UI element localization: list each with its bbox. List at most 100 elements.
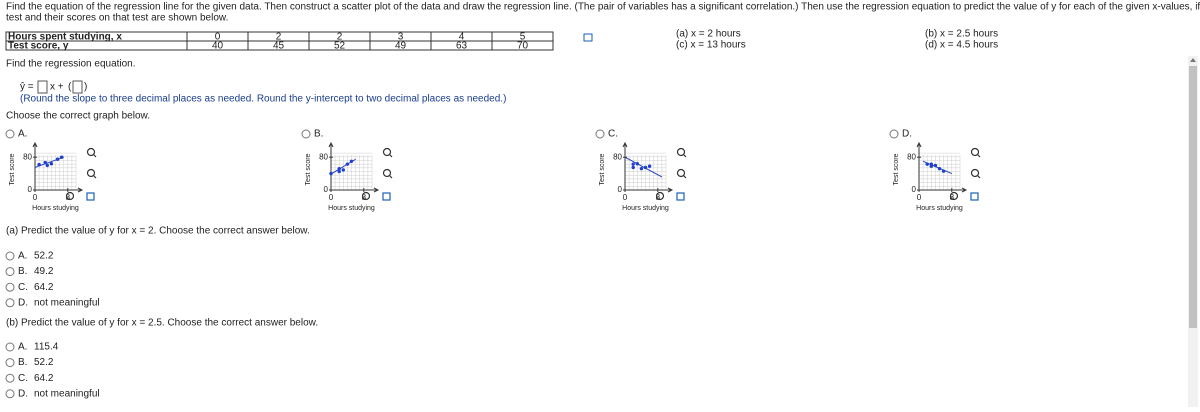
intercept-input[interactable] — [72, 80, 83, 94]
table-cell: 52 — [334, 41, 346, 52]
expand-graph[interactable] — [970, 192, 979, 201]
scatter-point — [341, 168, 345, 172]
y-tick-label: 0 — [912, 185, 917, 194]
option-letter: B. — [18, 266, 27, 277]
y-axis — [328, 141, 334, 190]
option-letter: D. — [18, 388, 28, 399]
scatter-point — [337, 169, 341, 174]
option-letter: A. — [18, 129, 27, 140]
radio[interactable] — [5, 389, 15, 399]
scatter-point — [345, 162, 350, 166]
radio[interactable] — [5, 358, 15, 368]
table-header-cell: Test score, y — [8, 41, 69, 52]
scatter-point — [43, 160, 47, 165]
zoom-in[interactable] — [86, 147, 96, 157]
y-tick-label: 0 — [618, 185, 623, 194]
option-text: 49.2 — [34, 266, 54, 277]
table-cell: 2 — [276, 32, 282, 43]
scatter-point — [639, 166, 644, 171]
option-letter: D. — [902, 129, 912, 140]
x-axis-label: Hours studying — [328, 205, 375, 212]
y-tick-label: 80 — [319, 152, 328, 161]
zoom-out[interactable] — [970, 168, 980, 178]
scatter-point — [37, 162, 41, 167]
predict-item: (c) x = 13 hours — [676, 40, 746, 51]
zoom-reset[interactable] — [65, 191, 75, 201]
scatter-point — [635, 162, 639, 166]
radio[interactable] — [5, 373, 15, 383]
zoom-out[interactable] — [382, 168, 392, 178]
zoom-in-handle — [389, 154, 393, 158]
table-cell: 4 — [459, 32, 465, 43]
y-axis-label: Test score — [305, 153, 312, 185]
x-tick-label: 8 — [656, 193, 661, 202]
zoom-in[interactable] — [970, 147, 980, 157]
paren: ) — [84, 82, 87, 93]
table-cell: 49 — [395, 41, 407, 52]
zoom-in[interactable] — [676, 147, 686, 157]
x-tick-label: 0 — [33, 193, 38, 202]
radio[interactable] — [301, 129, 311, 139]
zoom-in-handle — [93, 154, 97, 158]
x-tick-label: 0 — [329, 193, 334, 202]
predict-item: (a) x = 2 hours — [676, 29, 741, 40]
y-axis-label: Test score — [599, 153, 606, 185]
x-axis — [625, 187, 674, 193]
scatter-point — [933, 163, 938, 168]
expand-graph[interactable] — [382, 192, 391, 201]
scrollbar-thumb[interactable] — [1189, 66, 1197, 328]
table-cell: 0 — [215, 32, 221, 43]
zoom-out[interactable] — [86, 168, 96, 178]
option-text: 64.2 — [34, 373, 54, 384]
x-tick-label: 8 — [950, 193, 955, 202]
radio[interactable] — [5, 298, 15, 308]
radio[interactable] — [5, 282, 15, 292]
scatter-point — [643, 165, 648, 170]
expand-graph[interactable] — [86, 192, 95, 201]
y-axis-label: Test score — [893, 153, 900, 185]
scatter-point — [337, 166, 341, 171]
radio[interactable] — [5, 267, 15, 277]
zoom-reset[interactable] — [361, 191, 371, 201]
radio[interactable] — [595, 129, 605, 139]
scatter-point — [631, 165, 635, 170]
table-cell: 5 — [520, 32, 526, 43]
zoom-out[interactable] — [676, 168, 686, 178]
copy-icon[interactable] — [583, 33, 593, 42]
scatter-point — [925, 162, 929, 166]
radio[interactable] — [5, 251, 15, 261]
table-cell: 70 — [517, 41, 529, 52]
x-tick-label: 8 — [362, 193, 367, 202]
scroll-up[interactable] — [1190, 58, 1196, 62]
radio[interactable] — [889, 129, 899, 139]
zoom-in[interactable] — [382, 147, 392, 157]
section-prompt: Find the regression equation. — [6, 59, 136, 70]
y-tick-label: 80 — [613, 152, 622, 161]
x-axis — [919, 187, 968, 193]
option-text: not meaningful — [34, 388, 100, 399]
question-prompt: (b) Predict the value of y for x = 2.5. … — [6, 318, 318, 329]
instruction-text: Find the equation of the regression line… — [6, 2, 1200, 13]
zoom-reset[interactable] — [655, 191, 665, 201]
x-tick-label: 0 — [917, 193, 922, 202]
scatter-point — [59, 155, 64, 159]
zoom-reset[interactable] — [949, 191, 959, 201]
regression-line — [624, 156, 663, 178]
zoom-out-handle — [977, 175, 981, 179]
option-text: 64.2 — [34, 282, 54, 293]
option-letter: B. — [314, 129, 323, 140]
radio[interactable] — [5, 129, 15, 139]
question-prompt: (a) Predict the value of y for x = 2. Ch… — [6, 226, 310, 237]
radio[interactable] — [5, 342, 15, 352]
option-text: not meaningful — [34, 297, 100, 308]
x-axis — [331, 187, 380, 193]
scatter-point — [45, 163, 49, 168]
y-axis — [622, 141, 628, 190]
scatter-point — [647, 164, 652, 168]
slope-input[interactable] — [37, 80, 48, 94]
equation-note: (Round the slope to three decimal places… — [20, 94, 506, 105]
option-text: 52.2 — [34, 357, 54, 368]
expand-graph[interactable] — [676, 192, 685, 201]
y-axis-label: Test score — [9, 153, 16, 185]
option-letter: A. — [18, 342, 27, 353]
